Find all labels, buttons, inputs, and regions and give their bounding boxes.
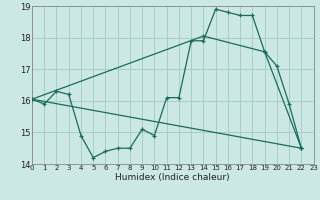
X-axis label: Humidex (Indice chaleur): Humidex (Indice chaleur): [116, 173, 230, 182]
